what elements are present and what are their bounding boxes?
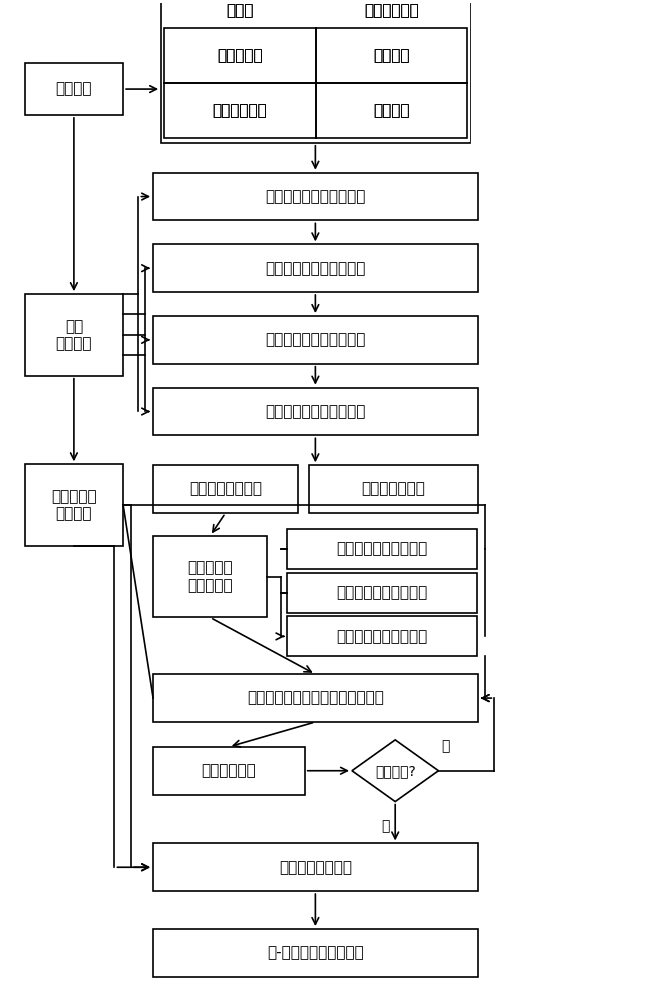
FancyBboxPatch shape [309, 465, 478, 513]
FancyBboxPatch shape [153, 388, 478, 435]
Text: 层面数据: 层面数据 [373, 103, 409, 118]
Text: 确定直井段穿层点标高: 确定直井段穿层点标高 [337, 629, 428, 644]
FancyBboxPatch shape [153, 173, 478, 220]
Text: 层面数据: 层面数据 [373, 103, 409, 118]
FancyBboxPatch shape [25, 294, 123, 376]
FancyBboxPatch shape [164, 28, 467, 138]
FancyBboxPatch shape [25, 464, 123, 546]
FancyBboxPatch shape [153, 747, 305, 795]
Text: 有异常吗?: 有异常吗? [375, 764, 415, 778]
FancyBboxPatch shape [287, 573, 477, 613]
Text: 井资料: 井资料 [226, 3, 254, 18]
FancyBboxPatch shape [153, 465, 298, 513]
Text: 构建层面模型: 构建层面模型 [202, 763, 257, 778]
Text: 井头与轨迹: 井头与轨迹 [217, 48, 263, 63]
Text: 分层点标高数据集: 分层点标高数据集 [279, 860, 352, 875]
FancyBboxPatch shape [153, 674, 478, 722]
FancyBboxPatch shape [25, 63, 123, 115]
Text: 断层数据: 断层数据 [373, 48, 409, 63]
Text: 井资料: 井资料 [226, 3, 254, 18]
FancyBboxPatch shape [161, 0, 470, 143]
Text: 井头与轨迹: 井头与轨迹 [217, 48, 263, 63]
Text: 地层
分层模式: 地层 分层模式 [55, 319, 92, 351]
Text: 区域地层纵横向分布模式: 区域地层纵横向分布模式 [265, 189, 365, 204]
FancyBboxPatch shape [162, 0, 470, 142]
Text: 井轨迹排列特征: 井轨迹排列特征 [361, 482, 425, 497]
FancyBboxPatch shape [153, 843, 478, 891]
Text: 水平段穿层点上下层界面标高预测: 水平段穿层点上下层界面标高预测 [247, 691, 384, 706]
Text: 断层数据: 断层数据 [373, 48, 409, 63]
Text: 小层水平段测井识别模式: 小层水平段测井识别模式 [265, 404, 365, 419]
Text: 三维可视化
地层对比: 三维可视化 地层对比 [51, 489, 97, 521]
Text: 井轨迹平面分布图: 井轨迹平面分布图 [189, 482, 262, 497]
Text: 单井沿轨迹
剖分与对比: 单井沿轨迹 剖分与对比 [188, 560, 233, 593]
FancyBboxPatch shape [153, 929, 478, 977]
FancyBboxPatch shape [153, 244, 478, 292]
Text: 确定斜井段穿层点标高: 确定斜井段穿层点标高 [337, 585, 428, 600]
Text: 数据输入: 数据输入 [55, 82, 92, 97]
FancyBboxPatch shape [153, 536, 267, 617]
Text: 地震解释成果: 地震解释成果 [364, 3, 419, 18]
Text: 小层斜井段测井识别模式: 小层斜井段测井识别模式 [265, 332, 365, 347]
Text: 否: 否 [381, 819, 389, 833]
Text: 测井逐点数据: 测井逐点数据 [212, 103, 267, 118]
Text: 测井逐点数据: 测井逐点数据 [212, 103, 267, 118]
FancyBboxPatch shape [164, 28, 467, 138]
Text: 地震解释成果: 地震解释成果 [364, 3, 419, 18]
FancyBboxPatch shape [287, 529, 477, 569]
FancyBboxPatch shape [287, 616, 477, 656]
Text: 确定水平段穿层点标高: 确定水平段穿层点标高 [337, 541, 428, 556]
Text: 井-震结合建立构造模型: 井-震结合建立构造模型 [267, 945, 364, 960]
Text: 小层直井段测井识别模式: 小层直井段测井识别模式 [265, 261, 365, 276]
Text: 是: 是 [442, 739, 450, 753]
Polygon shape [352, 740, 438, 802]
FancyBboxPatch shape [153, 316, 478, 364]
